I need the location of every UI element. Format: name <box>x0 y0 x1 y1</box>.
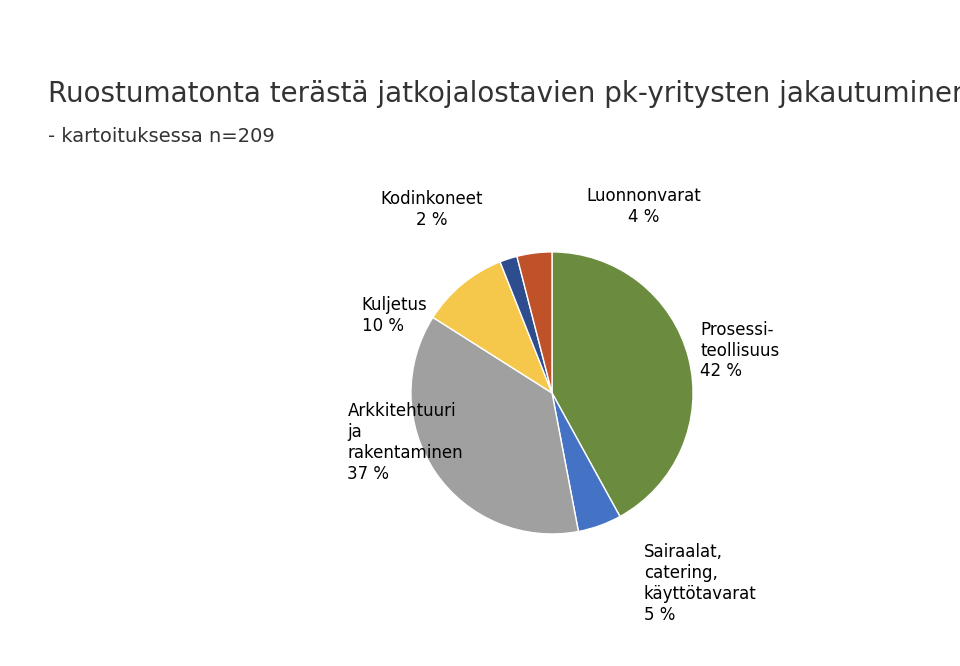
Wedge shape <box>411 318 579 534</box>
Wedge shape <box>516 252 552 393</box>
Text: Sairaalat,
catering,
käyttötavarat
5 %: Sairaalat, catering, käyttötavarat 5 % <box>643 543 756 623</box>
Text: Luonnonvarat
4 %: Luonnonvarat 4 % <box>587 187 701 226</box>
Text: Ruostumatonta terästä jatkojalostavien pk-yritysten jakautuminen: Ruostumatonta terästä jatkojalostavien p… <box>48 80 960 108</box>
Text: Kodinkoneet
2 %: Kodinkoneet 2 % <box>381 190 484 229</box>
Wedge shape <box>433 262 552 393</box>
Text: Kuljetus
10 %: Kuljetus 10 % <box>362 296 427 335</box>
Wedge shape <box>500 256 552 393</box>
Text: - kartoituksessa n=209: - kartoituksessa n=209 <box>48 127 275 146</box>
Wedge shape <box>552 252 693 517</box>
Text: Prosessi-
teollisuus
42 %: Prosessi- teollisuus 42 % <box>700 321 780 380</box>
Wedge shape <box>552 393 620 531</box>
Text: Arkkitehtuuri
ja
rakentaminen
37 %: Arkkitehtuuri ja rakentaminen 37 % <box>348 402 463 482</box>
